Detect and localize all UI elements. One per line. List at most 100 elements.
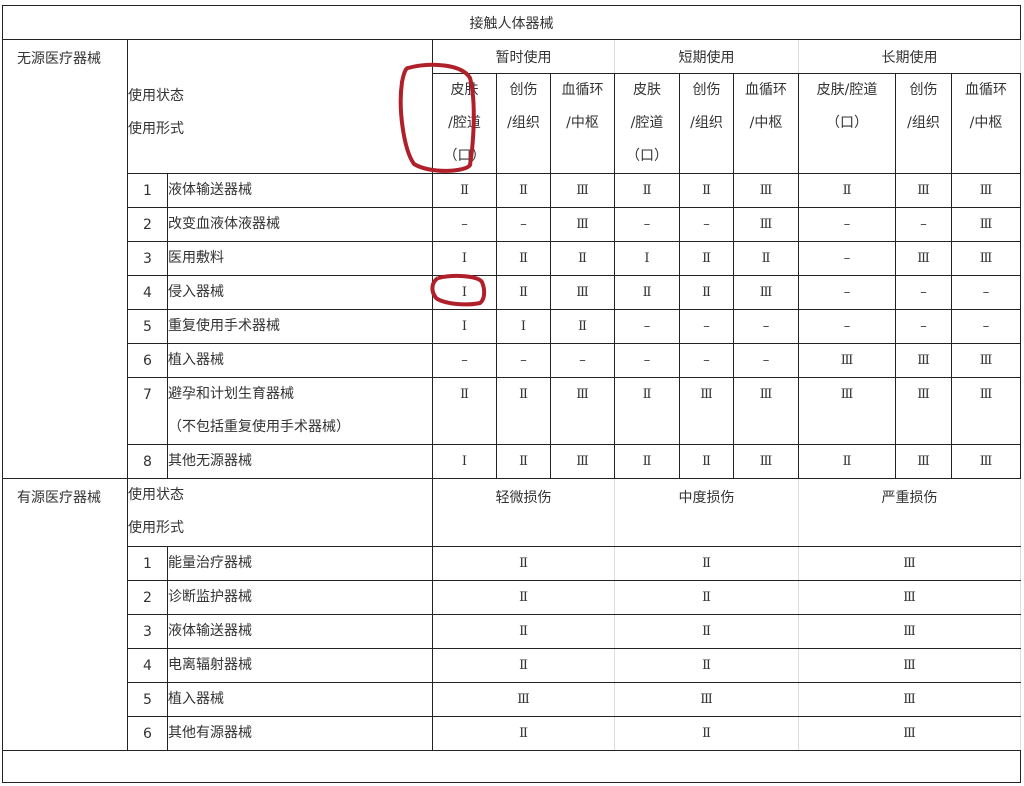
class-value: Ⅰ [432, 241, 497, 276]
class-value: Ⅱ [798, 173, 896, 208]
class-value: Ⅱ [432, 546, 615, 581]
subheader-line: 皮肤 [633, 82, 661, 98]
table-row: 2 改变血液体液器械 – – Ⅲ – – Ⅲ – – Ⅲ [3, 207, 1022, 242]
row-number: 4 [127, 275, 168, 310]
subheader: 血循环/中枢 [733, 73, 799, 174]
state-form-label: 使用状态 使用形式 [127, 39, 433, 174]
class-value: – [614, 343, 680, 378]
device-name-line: 医用敷料 [168, 250, 225, 266]
class-value: – [679, 343, 734, 378]
state-label: 使用状态 [128, 487, 185, 503]
table-title: 接触人体器械 [1, 5, 1022, 40]
device-name: 诊断监护器械 [167, 580, 433, 615]
row-number: 4 [127, 648, 168, 683]
subheader-line: /组织 [507, 115, 540, 131]
row-number: 1 [127, 173, 168, 208]
table-row: 8 其他无源器械 Ⅰ Ⅱ Ⅲ Ⅱ Ⅱ Ⅲ Ⅱ Ⅲ Ⅲ [3, 444, 1022, 479]
class-value: Ⅲ [797, 614, 1022, 649]
table-row: 6 其他有源器械 Ⅱ Ⅱ Ⅲ [3, 716, 1022, 751]
table-row: 5 植入器械 Ⅲ Ⅲ Ⅲ [3, 682, 1022, 717]
class-value: Ⅱ [679, 241, 734, 276]
class-value: – [895, 207, 952, 242]
subheader-line: 血循环 [745, 82, 787, 98]
device-name-line: 液体输送器械 [168, 182, 253, 198]
row-number: 3 [127, 241, 168, 276]
class-value: Ⅲ [950, 173, 1022, 208]
class-value: Ⅰ [432, 444, 497, 479]
class-value: Ⅲ [733, 377, 799, 445]
form-label: 使用形式 [128, 520, 185, 536]
severity-header: 严重损伤 [797, 478, 1022, 547]
class-value: – [496, 343, 551, 378]
class-value: Ⅱ [733, 241, 799, 276]
device-name: 其他有源器械 [167, 716, 433, 751]
class-value: Ⅲ [895, 173, 952, 208]
class-value: Ⅲ [950, 444, 1022, 479]
class-value: Ⅲ [432, 682, 615, 717]
subheader-line: （口） [443, 148, 486, 164]
class-value: Ⅲ [895, 241, 952, 276]
form-label: 使用形式 [128, 121, 185, 137]
row-number: 6 [127, 716, 168, 751]
class-value: – [798, 241, 896, 276]
class-value: Ⅲ [550, 377, 615, 445]
subheader-line: 创伤 [692, 82, 721, 98]
subheader: 血循环/中枢 [550, 73, 615, 174]
class-value: – [614, 309, 680, 344]
device-name: 液体输送器械 [167, 173, 433, 208]
title-text: 接触人体器械 [469, 15, 554, 32]
class-value: Ⅲ [550, 275, 615, 310]
severity-header: 中度损伤 [614, 478, 799, 547]
class-value: – [895, 275, 952, 310]
subheader: 皮肤/腔道 （口） [798, 73, 896, 174]
severity-header: 轻微损伤 [432, 478, 615, 547]
subheader-line: （口） [826, 115, 868, 131]
table-row: 4 侵入器械 Ⅰ Ⅱ Ⅲ Ⅱ Ⅱ Ⅲ – – – [3, 275, 1022, 310]
table-row: 3 医用敷料 Ⅰ Ⅱ Ⅱ Ⅰ Ⅱ Ⅱ – Ⅲ Ⅲ [3, 241, 1022, 276]
device-name: 改变血液体液器械 [167, 207, 433, 242]
class-value: Ⅲ [679, 377, 734, 445]
device-name: 植入器械 [167, 343, 433, 378]
device-name-line: 重复使用手术器械 [168, 318, 281, 334]
subheader-line: /中枢 [969, 115, 1003, 131]
class-value: – [950, 309, 1022, 344]
class-value: Ⅱ [496, 173, 551, 208]
device-name: 植入器械 [167, 682, 433, 717]
device-name-line: 侵入器械 [168, 284, 225, 300]
subheader-line: /中枢 [749, 115, 783, 131]
active-category: 有源医疗器械 [2, 478, 128, 751]
class-value: Ⅱ [614, 377, 680, 445]
subheader-line: 创伤 [509, 82, 538, 98]
state-form-label: 使用状态 使用形式 [127, 478, 433, 547]
row-number: 3 [127, 614, 168, 649]
empty-footer-row [1, 750, 1022, 783]
passive-category: 无源医疗器械 [2, 39, 128, 479]
class-value: Ⅱ [432, 648, 615, 683]
class-value: – [432, 343, 497, 378]
group-header: 暂时使用 [432, 39, 615, 74]
class-value: Ⅲ [733, 444, 799, 479]
class-value: – [432, 207, 497, 242]
class-value: Ⅱ [550, 241, 615, 276]
class-value: Ⅲ [550, 444, 615, 479]
class-value: Ⅲ [797, 648, 1022, 683]
subheader-line: （口） [626, 148, 668, 164]
class-value: Ⅰ [432, 275, 497, 310]
device-name: 其他无源器械 [167, 444, 433, 479]
class-value: – [679, 207, 734, 242]
device-name-line: （不包括重复使用手术器械） [168, 419, 351, 435]
group-header: 短期使用 [614, 39, 799, 74]
class-value: Ⅲ [950, 241, 1022, 276]
class-value: – [798, 275, 896, 310]
class-value: – [550, 343, 615, 378]
subheader-line: /中枢 [566, 115, 599, 131]
class-value: Ⅲ [798, 343, 896, 378]
classification-table: 接触人体器械 无源医疗器械 使用状态 使用形式 暂时使用 短期使用 长期使用 皮肤/腔道 （口）… [1, 5, 1022, 783]
device-name: 侵入器械 [167, 275, 433, 310]
class-value: Ⅱ [614, 580, 799, 615]
class-value: – [895, 309, 952, 344]
class-value: Ⅱ [496, 444, 551, 479]
class-value: Ⅱ [432, 173, 497, 208]
class-value: Ⅱ [798, 444, 896, 479]
class-value: Ⅰ [614, 241, 680, 276]
